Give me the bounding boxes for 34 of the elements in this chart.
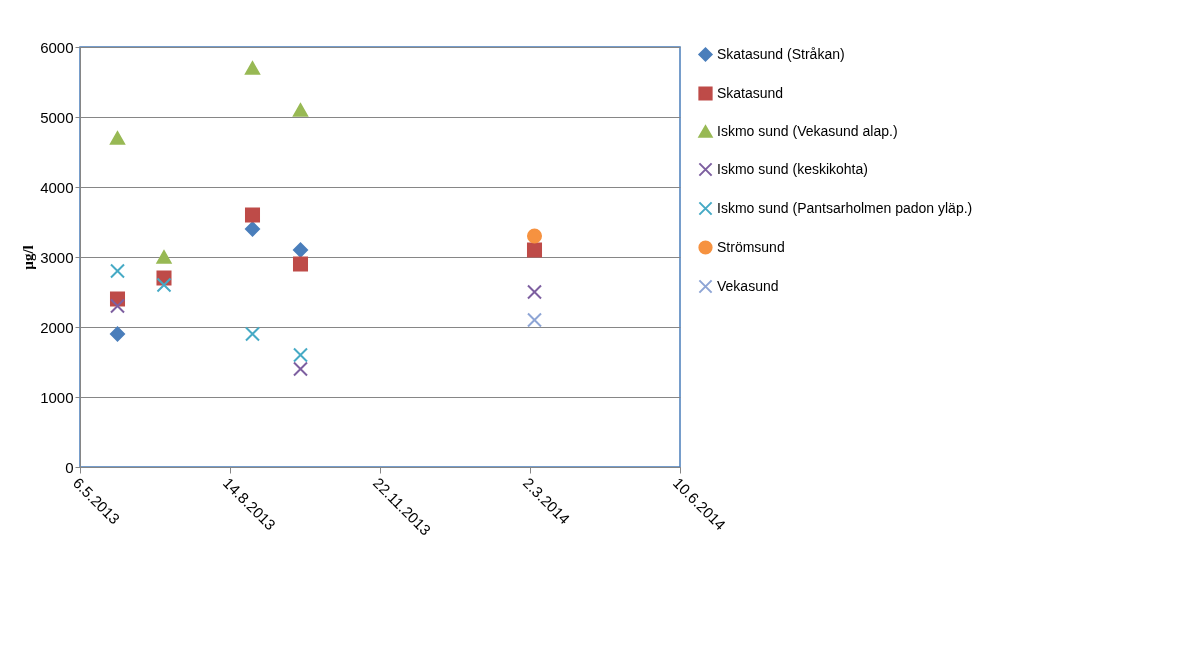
point [292, 103, 309, 117]
legend-label: Skatasund (Stråkan) [717, 45, 845, 62]
point [526, 242, 543, 258]
point [109, 263, 126, 279]
point [292, 361, 309, 377]
y-tick-label: 1000 [40, 388, 74, 406]
legend-label: Iskmo sund (Pantsarholmen padon yläp.) [717, 199, 973, 216]
y-tick-label: 4000 [40, 178, 74, 196]
point [526, 312, 543, 328]
point [244, 207, 261, 223]
point [109, 131, 126, 145]
point [292, 242, 309, 258]
point [244, 326, 261, 342]
point [526, 228, 543, 244]
y-axis-title: µg/l [20, 245, 37, 270]
y-tick-label: 2000 [40, 318, 74, 336]
point [292, 347, 309, 363]
y-tick-label: 5000 [40, 108, 74, 126]
legend-label: Strömsund [717, 238, 785, 255]
legend-label: Vekasund [717, 277, 779, 294]
point [526, 284, 543, 300]
y-tick-label: 0 [65, 458, 74, 476]
y-tick-label: 6000 [40, 38, 74, 56]
point [244, 221, 261, 237]
point [156, 250, 172, 264]
legend-label: Iskmo sund (keskikohta) [717, 160, 868, 177]
point [292, 256, 309, 272]
point [109, 298, 126, 314]
y-tick-label: 3000 [40, 248, 74, 266]
point [109, 326, 126, 342]
legend-label: Iskmo sund (Vekasund alap.) [717, 122, 898, 139]
legend-label: Skatasund [717, 84, 784, 101]
point [156, 277, 172, 293]
point [244, 61, 261, 75]
